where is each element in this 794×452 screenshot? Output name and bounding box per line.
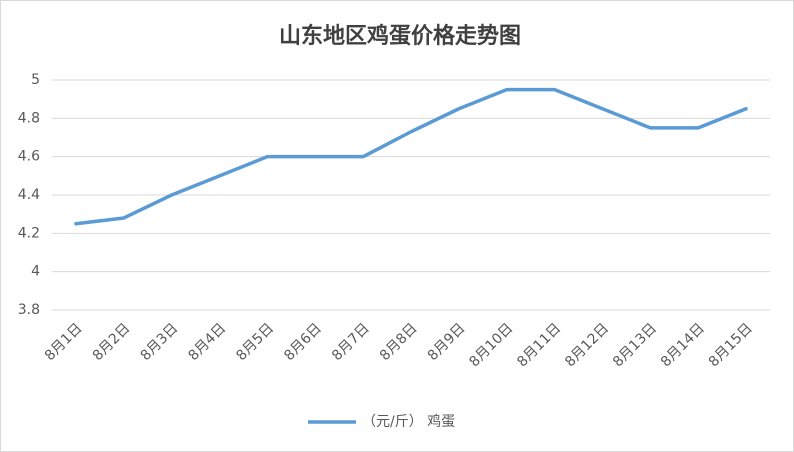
y-tick-label: 4.2	[18, 225, 40, 241]
y-tick-label: 4.8	[18, 110, 40, 126]
legend-label: （元/斤） 鸡蛋	[362, 413, 455, 430]
y-tick-label: 5	[31, 72, 40, 88]
series-line	[74, 87, 748, 226]
y-tick-label: 4.4	[18, 187, 40, 203]
y-tick-label: 3.8	[18, 302, 40, 318]
y-tick-label: 4.6	[18, 149, 40, 165]
chart-title: 山东地区鸡蛋价格走势图	[279, 23, 521, 49]
y-tick-label: 4	[31, 264, 40, 280]
